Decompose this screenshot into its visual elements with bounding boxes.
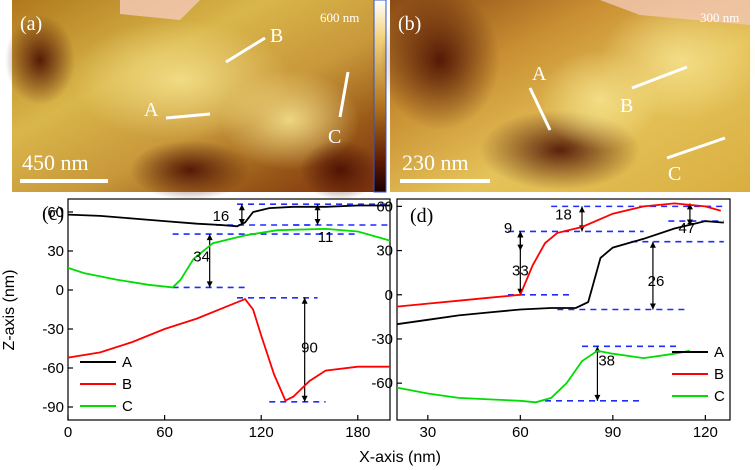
series-line-C	[67, 227, 391, 289]
y-tick-label: 30	[47, 243, 64, 260]
scale-bar-a-label: 450 nm	[22, 150, 89, 175]
profile-line-a	[165, 112, 211, 120]
x-tick-label: 60	[156, 424, 173, 441]
profile-line-c	[338, 71, 350, 118]
line-label-c: C	[668, 163, 681, 185]
arrowhead	[314, 219, 321, 225]
measure-label: 26	[648, 273, 665, 290]
profile-line-a	[528, 87, 552, 131]
plot-frame	[67, 198, 391, 421]
afm-image-a: (a) 600 nm B A C 450 nm	[5, 0, 387, 200]
line-label-a: A	[144, 99, 159, 121]
arrowhead	[517, 231, 524, 238]
measure-label: 18	[555, 207, 572, 224]
measure-label: 47	[678, 220, 695, 237]
image-b-height-scale: 300 nm	[700, 10, 739, 25]
x-tick-label: 180	[345, 424, 370, 441]
y-tick-label: -60	[371, 375, 393, 392]
chart-c: (c) Z-axis (nm) 0 60 120 18060300-30-60-90 …	[1, 198, 391, 441]
y-tick-label: -30	[42, 321, 64, 338]
arrowhead	[686, 219, 693, 226]
legend-label-C: C	[714, 388, 725, 405]
measure-label: 16	[213, 208, 230, 225]
plot-frame	[396, 198, 731, 421]
x-axis-title: X-axis (nm)	[359, 449, 441, 466]
series-line-B	[396, 202, 722, 308]
measure-label: 9	[504, 220, 512, 237]
panel-label-d: (d)	[410, 205, 433, 227]
x-tick-label: 0	[64, 424, 72, 441]
arrowhead	[238, 219, 245, 225]
series-line-A	[396, 220, 724, 326]
measure-label: 38	[598, 352, 615, 369]
x-tick-label: 90	[604, 424, 621, 441]
line-label-b: B	[620, 95, 633, 117]
series-line-C	[396, 349, 691, 404]
y-axis-title: Z-axis (nm)	[1, 270, 18, 351]
legend-label-A: A	[714, 344, 724, 361]
y-tick-label: 60	[376, 198, 393, 215]
x-tick-label: 30	[419, 424, 436, 441]
legend-label-A: A	[122, 354, 132, 371]
image-a-label: (a)	[20, 13, 42, 35]
image-b-label: (b)	[398, 13, 421, 35]
x-tick-label: 120	[693, 424, 718, 441]
profile-line-b	[631, 65, 688, 90]
legend-label-B: B	[122, 376, 132, 393]
scale-bar-b-label: 230 nm	[402, 150, 469, 175]
arrowhead	[301, 395, 308, 402]
line-label-b: B	[270, 25, 283, 47]
arrowhead	[579, 206, 585, 213]
measure-label: 33	[512, 263, 529, 280]
profile-line-b	[225, 36, 266, 64]
series-line-A	[67, 204, 390, 228]
chart-d: (d) 30 60 90 120 60 30 0 -30 -60 ABC 9 18 33 26 47 38	[371, 198, 731, 441]
profile-line-c	[666, 136, 726, 160]
x-tick-label: 120	[249, 424, 274, 441]
arrowhead	[686, 203, 693, 210]
afm-image-b: (b) 300 nm A B C 230 nm	[380, 0, 755, 192]
series-line-B	[67, 298, 390, 402]
y-tick-label: 30	[376, 243, 393, 260]
panel-label-c: (c)	[42, 203, 64, 225]
measure-label: 11	[318, 229, 334, 246]
y-tick-label: 0	[56, 282, 64, 299]
arrowhead	[238, 204, 245, 211]
arrowhead	[206, 234, 213, 241]
arrowhead	[206, 281, 213, 288]
line-label-c: C	[328, 126, 341, 148]
y-tick-label: -90	[42, 399, 64, 416]
arrowhead	[594, 394, 601, 401]
y-tick-label: 0	[385, 287, 393, 304]
arrowhead	[301, 297, 308, 304]
line-label-a: A	[532, 63, 547, 85]
color-scale-bar	[374, 0, 386, 192]
image-a-height-scale: 600 nm	[320, 10, 359, 25]
measure-label: 90	[301, 339, 318, 356]
y-tick-label: -30	[371, 331, 393, 348]
y-tick-label: 60	[47, 204, 64, 221]
y-tick-label: -60	[42, 360, 64, 377]
legend-label-B: B	[714, 366, 724, 383]
arrowhead	[649, 303, 656, 310]
x-tick-label: 60	[512, 424, 529, 441]
arrowhead	[649, 241, 656, 248]
arrowhead	[517, 244, 524, 251]
legend-label-C: C	[122, 398, 133, 415]
measure-label: 34	[193, 248, 210, 265]
